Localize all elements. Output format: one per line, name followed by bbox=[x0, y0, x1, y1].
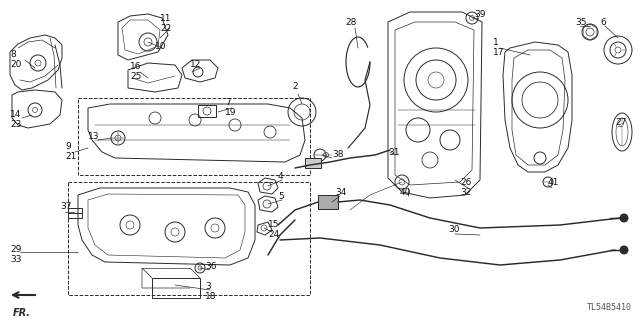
Text: 10: 10 bbox=[155, 42, 166, 51]
Text: 13: 13 bbox=[88, 132, 99, 141]
Text: 34: 34 bbox=[335, 188, 346, 197]
Text: 2: 2 bbox=[292, 82, 298, 91]
Text: 7
19: 7 19 bbox=[225, 98, 237, 117]
Text: 26
32: 26 32 bbox=[460, 178, 472, 197]
Circle shape bbox=[620, 246, 628, 254]
Text: 40: 40 bbox=[400, 188, 412, 197]
Text: 29
33: 29 33 bbox=[10, 245, 22, 264]
Text: 30: 30 bbox=[448, 225, 460, 234]
Text: 31: 31 bbox=[388, 148, 399, 157]
Text: 27: 27 bbox=[615, 118, 627, 127]
Text: 41: 41 bbox=[548, 178, 559, 187]
Text: 28: 28 bbox=[345, 18, 356, 27]
Text: 39: 39 bbox=[474, 10, 486, 19]
Text: 5: 5 bbox=[278, 192, 284, 201]
Text: 37: 37 bbox=[60, 202, 72, 211]
FancyBboxPatch shape bbox=[305, 158, 321, 168]
Text: 1
17: 1 17 bbox=[493, 38, 504, 57]
Text: 11
22: 11 22 bbox=[160, 14, 172, 33]
Text: FR.: FR. bbox=[13, 308, 31, 318]
Text: 3
18: 3 18 bbox=[205, 282, 216, 301]
Text: 35: 35 bbox=[575, 18, 586, 27]
Text: TL54B5410: TL54B5410 bbox=[587, 303, 632, 312]
Text: 8
20: 8 20 bbox=[10, 50, 21, 69]
Text: 12: 12 bbox=[190, 60, 202, 69]
Text: 38: 38 bbox=[332, 150, 344, 159]
Text: 16
25: 16 25 bbox=[130, 62, 141, 81]
Circle shape bbox=[620, 214, 628, 222]
Text: 6: 6 bbox=[600, 18, 605, 27]
Text: 9
21: 9 21 bbox=[65, 142, 76, 161]
Text: 4: 4 bbox=[278, 172, 284, 181]
FancyBboxPatch shape bbox=[318, 195, 338, 209]
Text: 14
23: 14 23 bbox=[10, 110, 21, 129]
Text: 36: 36 bbox=[205, 262, 216, 271]
Text: 15
24: 15 24 bbox=[268, 220, 280, 239]
